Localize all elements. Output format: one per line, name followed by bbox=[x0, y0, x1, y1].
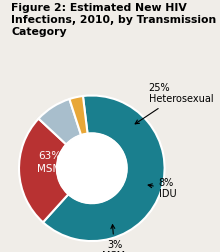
Circle shape bbox=[57, 133, 127, 203]
Text: 8%
IDU: 8% IDU bbox=[148, 178, 176, 200]
Wedge shape bbox=[19, 119, 68, 222]
Wedge shape bbox=[43, 96, 165, 241]
Text: Figure 2: Estimated New HIV
Infections, 2010, by Transmission
Category: Figure 2: Estimated New HIV Infections, … bbox=[11, 3, 216, 37]
Text: 63%
MSM: 63% MSM bbox=[37, 151, 62, 174]
Wedge shape bbox=[38, 99, 81, 144]
Text: 3%
MSM-
IDU: 3% MSM- IDU bbox=[102, 225, 128, 252]
Text: 25%
Heterosexual: 25% Heterosexual bbox=[135, 83, 213, 124]
Wedge shape bbox=[70, 96, 88, 135]
